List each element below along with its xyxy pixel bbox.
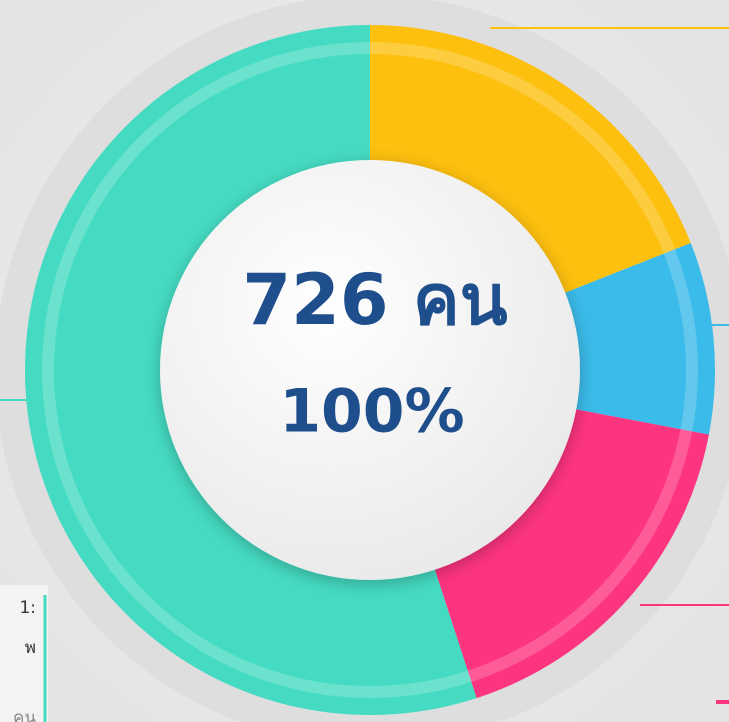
ring-highlight bbox=[42, 42, 698, 698]
decoration bbox=[716, 700, 729, 704]
annotation: คน bbox=[13, 708, 36, 722]
annotation: พ bbox=[25, 638, 36, 658]
label-box bbox=[0, 585, 48, 722]
donut-segment bbox=[25, 25, 477, 715]
donut-segment bbox=[431, 407, 709, 699]
donut-segment bbox=[370, 25, 691, 297]
donut-segment bbox=[555, 242, 716, 435]
donut bbox=[25, 25, 716, 715]
annotation: 1: bbox=[19, 598, 36, 618]
center-title: 726 คน bbox=[242, 259, 507, 341]
center-circle bbox=[160, 160, 580, 580]
center-subtitle: 100% bbox=[279, 377, 464, 447]
